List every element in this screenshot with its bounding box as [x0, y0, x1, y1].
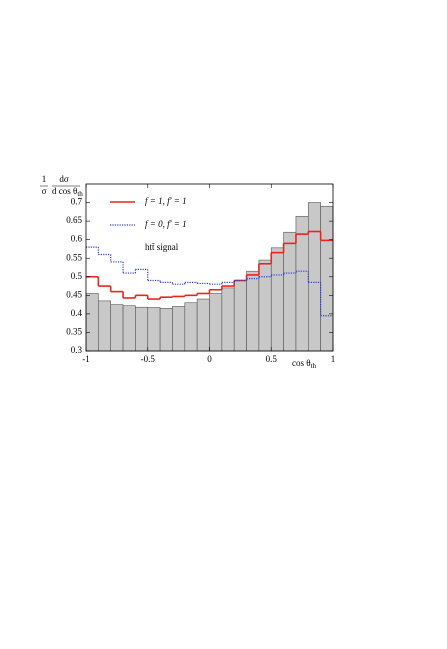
- y-tick-label: 0.65: [66, 215, 82, 225]
- y-tick-label: 0.45: [66, 289, 82, 299]
- bar: [270, 247, 284, 352]
- y-label-text: d cos θ: [52, 186, 77, 196]
- bar: [172, 306, 186, 352]
- x-label: cos θth: [292, 358, 317, 370]
- legend-label: f = 1, f′ = 1: [145, 196, 187, 206]
- bar: [320, 205, 334, 352]
- legend-label: htt̄ signal: [145, 242, 179, 252]
- bar: [135, 306, 149, 352]
- bar: [110, 304, 124, 352]
- x-tick-label: -1: [82, 354, 90, 364]
- x-tick-label: 0: [207, 354, 212, 364]
- y-tick-label: 0.5: [71, 271, 83, 281]
- bar: [85, 293, 99, 352]
- legend-label: f = 0, f′ = 1: [145, 219, 187, 229]
- y-tick-label: 0.7: [71, 197, 83, 207]
- bar: [307, 202, 321, 352]
- y-tick-label: 0.35: [66, 327, 82, 337]
- y-tick-label: 0.6: [71, 234, 83, 244]
- bar: [233, 280, 247, 352]
- bar: [283, 231, 297, 352]
- bar: [196, 298, 210, 352]
- x-tick-label: 1: [331, 354, 336, 364]
- y-label-sub: th: [77, 190, 83, 198]
- y-tick-label: 0.3: [71, 345, 83, 355]
- bar: [295, 215, 309, 352]
- y-label-part: 1: [42, 174, 47, 184]
- y-label-part: d cos θth: [52, 186, 83, 198]
- bar: [159, 308, 173, 352]
- bar: [122, 305, 136, 352]
- y-tick-label: 0.55: [66, 252, 82, 262]
- x-label-text: cos θ: [292, 358, 311, 368]
- bar: [98, 300, 111, 352]
- bar: [184, 302, 198, 352]
- y-label-part: dσ: [59, 174, 69, 184]
- y-label-part: σ: [42, 186, 47, 196]
- bar: [246, 270, 260, 352]
- x-tick-label: 0.5: [266, 354, 278, 364]
- bar: [209, 293, 223, 352]
- bar: [221, 287, 235, 352]
- bar: [147, 307, 161, 352]
- x-tick-label: -0.5: [141, 354, 156, 364]
- x-label-sub: th: [311, 362, 317, 370]
- bar: [258, 259, 272, 352]
- y-tick-label: 0.4: [71, 308, 83, 318]
